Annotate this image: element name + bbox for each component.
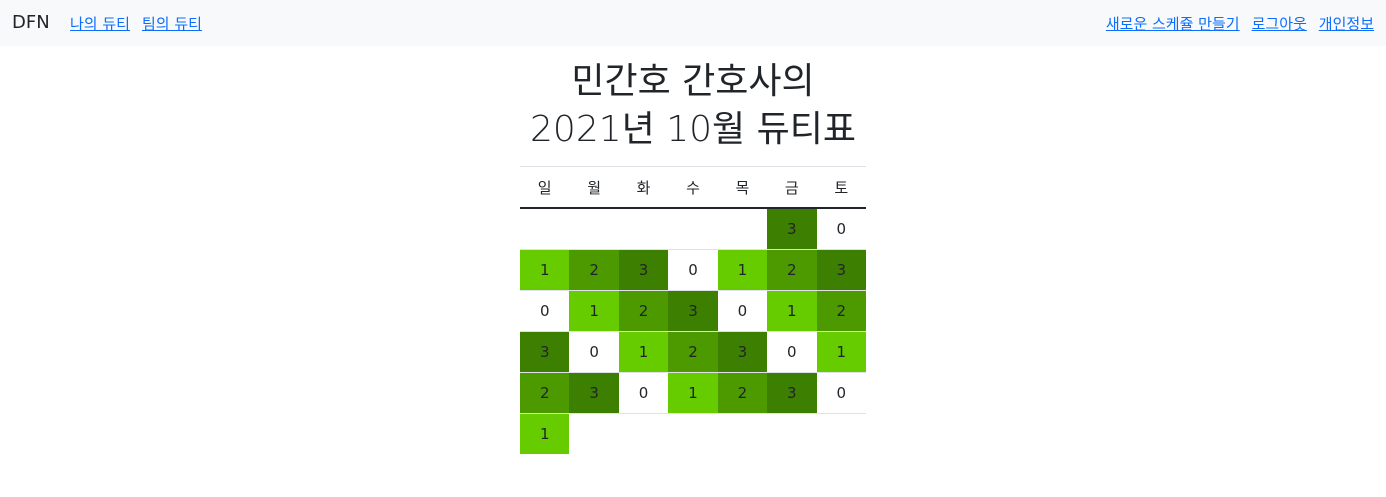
duty-day-cell[interactable]: 2: [668, 331, 718, 373]
duty-day-cell[interactable]: 3: [717, 331, 768, 373]
logout-link[interactable]: 로그아웃: [1251, 15, 1307, 33]
duty-day-cell[interactable]: 3: [816, 249, 866, 291]
weekday-thu: 목: [717, 166, 768, 209]
duty-day-cell[interactable]: 0: [816, 208, 866, 250]
duty-day-cell[interactable]: 3: [767, 208, 817, 250]
calendar-empty-cell: [817, 414, 866, 455]
duty-day-cell[interactable]: 3: [618, 249, 669, 291]
my-duty-link[interactable]: 나의 듀티: [70, 15, 130, 33]
duty-day-cell[interactable]: 1: [569, 290, 619, 332]
nav-left-links: 나의 듀티 팀의 듀티: [70, 14, 202, 34]
weekday-wed: 수: [668, 166, 718, 209]
profile-link[interactable]: 개인정보: [1318, 15, 1374, 33]
calendar-empty-cell: [767, 414, 816, 455]
calendar-empty-cell: [668, 414, 717, 455]
navbar: DFN 나의 듀티 팀의 듀티 새로운 스케쥴 만들기 로그아웃 개인정보: [0, 0, 1386, 46]
duty-day-cell[interactable]: 3: [668, 290, 718, 332]
page-title-line2: 2021년 10월 듀티표: [530, 109, 856, 150]
weekday-sat: 토: [816, 166, 866, 209]
duty-day-cell[interactable]: 1: [520, 249, 570, 291]
calendar-empty-cell: [619, 414, 668, 455]
duty-day-cell[interactable]: 0: [717, 290, 768, 332]
duty-day-cell[interactable]: 3: [569, 372, 619, 414]
duty-day-cell[interactable]: 0: [520, 290, 570, 332]
duty-day-cell[interactable]: 1: [668, 372, 718, 414]
weekday-fri: 금: [767, 166, 817, 209]
duty-day-cell[interactable]: 1: [767, 290, 817, 332]
duty-day-cell[interactable]: 3: [767, 372, 817, 414]
duty-day-cell[interactable]: 3: [520, 331, 570, 373]
calendar-empty-cell: [718, 414, 767, 455]
duty-day-cell[interactable]: 0: [569, 331, 619, 373]
duty-day-cell[interactable]: 1: [618, 331, 669, 373]
calendar-empty-cell: [618, 208, 669, 250]
calendar-empty-cell: [668, 208, 718, 250]
calendar-empty-cell: [717, 208, 768, 250]
duty-day-cell[interactable]: 2: [717, 372, 768, 414]
calendar-week-row: 1: [520, 413, 866, 455]
calendar-empty-cell: [569, 208, 619, 250]
duty-day-cell[interactable]: 0: [816, 372, 866, 414]
duty-day-cell[interactable]: 0: [618, 372, 669, 414]
duty-day-cell[interactable]: 2: [569, 249, 619, 291]
calendar-empty-cell: [569, 414, 618, 455]
team-duty-link[interactable]: 팀의 듀티: [141, 15, 202, 33]
weekday-tue: 화: [618, 166, 669, 209]
calendar-empty-cell: [520, 208, 570, 250]
brand-logo[interactable]: DFN: [12, 12, 50, 33]
duty-day-cell[interactable]: 2: [618, 290, 669, 332]
weekday-mon: 월: [569, 166, 619, 209]
new-schedule-link[interactable]: 새로운 스케쥴 만들기: [1105, 15, 1240, 33]
duty-day-cell[interactable]: 1: [717, 249, 768, 291]
page-title-line1: 민간호 간호사의: [571, 61, 815, 102]
duty-day-cell[interactable]: 1: [816, 331, 866, 373]
duty-day-cell[interactable]: 2: [767, 249, 817, 291]
duty-day-cell[interactable]: 0: [668, 249, 718, 291]
nav-right-links: 새로운 스케쥴 만들기 로그아웃 개인정보: [1106, 14, 1374, 34]
duty-day-cell[interactable]: 0: [767, 331, 817, 373]
duty-day-cell[interactable]: 2: [520, 372, 570, 414]
weekday-header-row: 일 월 화 수 목 금 토: [520, 166, 866, 209]
weekday-sun: 일: [520, 166, 570, 209]
duty-day-cell[interactable]: 2: [816, 290, 866, 332]
page-title: 민간호 간호사의 2021년 10월 듀티표: [0, 58, 1386, 154]
duty-day-cell[interactable]: 1: [520, 413, 570, 454]
